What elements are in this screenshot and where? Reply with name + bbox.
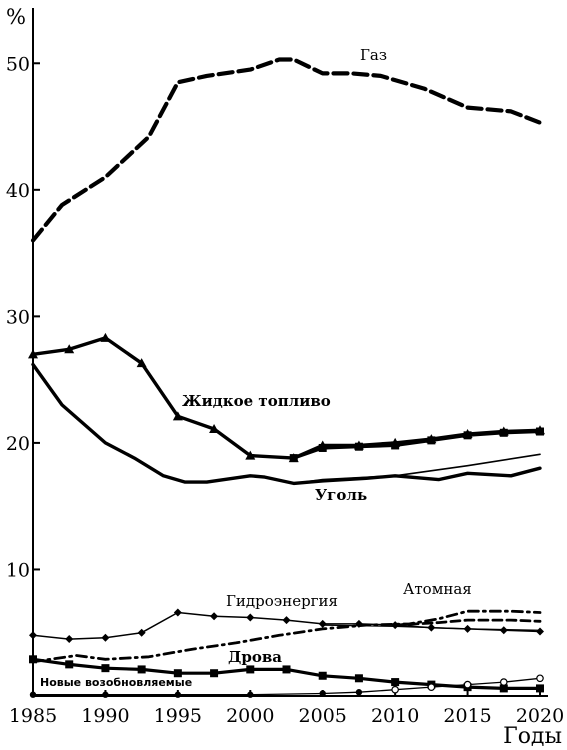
x-tick-label: 2010 [371,705,419,727]
series-1-point [245,450,256,460]
y-tick-label: 30 [6,306,30,328]
series-2-point [499,428,508,437]
series-layer [28,57,545,698]
series-9-point [210,669,219,678]
series-2-point [354,442,363,451]
series-1-point [136,358,147,368]
series-5-point [210,612,219,621]
series-5-point [137,628,146,637]
x-tick-label: 2005 [299,705,347,727]
x-tick-label: 2000 [226,705,274,727]
annotations: Газ Жидкое топливо Уголь Гидроэнергия Атомна… [40,46,472,689]
annotation-label: Жидкое топливо [182,392,331,410]
series-9-point [499,684,508,693]
series-5-point [173,608,182,617]
series-10-point [427,683,436,691]
series-9-point [101,664,110,673]
series-9-point [354,674,363,683]
y-tick-label: 10 [6,559,30,581]
series-9-point [65,660,74,669]
series-5-point [536,627,544,636]
series-1-point [100,332,111,342]
series-8-line [393,618,542,627]
series-5-point [499,626,508,635]
series-10-point [391,685,399,694]
series-10-point [355,689,363,696]
series-9-point [318,671,327,680]
series-2-point [289,454,298,463]
y-tick-label: 50 [6,53,30,75]
annotation-label: Атомная [403,580,472,598]
series-9-point [536,684,544,693]
axes: % Годы [6,5,562,749]
x-tick-label: 1985 [9,705,57,727]
series-5-point [318,619,327,628]
series-0-line [30,57,543,243]
series-2-point [463,431,472,440]
series-5-point [29,631,37,640]
series-10-point [174,691,182,698]
series-10-point [499,678,508,686]
series-10-point [463,680,472,689]
ticks: 10 20 30 40 50 1985 1990 1995 2000 2005 2010 2015 20… [6,53,564,727]
series-5-point [282,616,291,625]
series-9-point [137,665,146,674]
y-tick-label: 40 [6,180,30,202]
series-2-point [536,427,544,436]
x-axis-title: Годы [503,724,562,749]
series-2-point [391,441,400,450]
series-9-point [282,665,291,674]
series-2-point [427,436,436,445]
series-1-point [209,423,220,433]
y-axis-unit: % [6,5,26,29]
series-5-point [65,635,74,644]
series-10-point [319,690,326,697]
x-tick-label: 1995 [154,705,202,727]
series-9-point [391,678,400,687]
x-tick-label: 2015 [443,705,491,727]
annotation-label: Газ [360,46,387,64]
series-2-point [318,443,327,452]
series-10-point [247,691,254,698]
series-1-point [64,344,75,354]
series-1-point [172,411,183,421]
series-9-point [246,665,255,674]
annotation-label: Дрова [228,648,282,666]
annotation-label: Новые возобновляемые [40,676,192,689]
annotation-label: Гидроэнергия [226,592,338,610]
series-5-point [246,613,255,622]
x-tick-label: 1990 [81,705,129,727]
series-10-point [536,674,544,683]
series-4-line [292,453,541,485]
annotation-label: Уголь [315,486,367,504]
series-7-line [31,609,542,664]
series-10-point [29,691,37,698]
x-tick-label: 2020 [516,705,564,727]
series-1-point [28,349,38,359]
series-9-point [29,655,37,664]
y-tick-label: 20 [6,433,30,455]
series-3-line [31,362,542,486]
series-9-point [173,669,182,678]
series-5-point [101,633,110,642]
series-2-line [292,429,542,460]
series-10-point [102,691,109,698]
